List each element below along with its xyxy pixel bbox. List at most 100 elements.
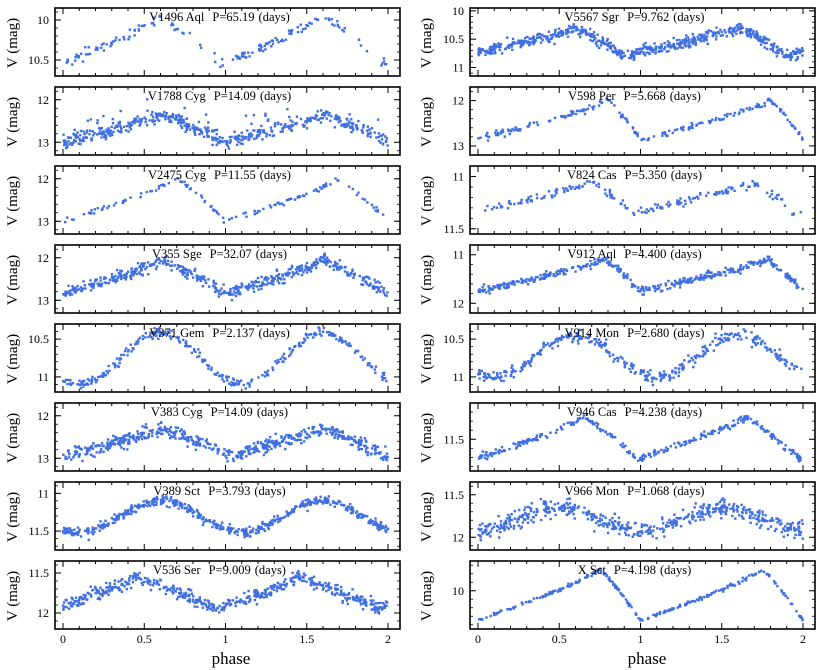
data-point <box>267 523 271 527</box>
data-point <box>185 345 189 348</box>
data-point <box>715 35 718 38</box>
data-point <box>687 128 691 131</box>
data-point <box>219 139 222 143</box>
data-point <box>213 607 216 611</box>
data-point <box>242 529 246 532</box>
data-point <box>122 514 125 518</box>
data-point <box>798 51 802 55</box>
data-point <box>241 284 244 287</box>
data-point <box>777 51 780 55</box>
data-point <box>169 425 173 429</box>
data-point <box>173 178 177 181</box>
data-point <box>179 595 182 598</box>
data-point <box>120 131 123 134</box>
data-point <box>788 54 792 57</box>
data-point <box>150 262 154 266</box>
data-point <box>697 197 700 200</box>
data-point <box>108 131 111 135</box>
data-point <box>619 202 622 206</box>
data-point <box>121 577 124 581</box>
data-point <box>633 130 636 134</box>
data-point <box>314 116 317 119</box>
data-point <box>265 279 269 282</box>
data-point <box>356 516 360 520</box>
data-point <box>669 46 672 49</box>
data-point <box>333 587 337 590</box>
data-point <box>271 368 275 372</box>
data-point <box>299 438 302 442</box>
data-point <box>342 592 346 595</box>
data-point <box>215 288 218 292</box>
data-point <box>344 340 347 343</box>
data-point <box>596 39 600 43</box>
data-point <box>687 126 691 129</box>
data-point <box>238 292 242 296</box>
data-point <box>248 448 251 451</box>
data-point <box>763 46 766 49</box>
data-point <box>777 48 781 51</box>
x-ticks-col0-row2 <box>62 166 389 234</box>
data-point <box>175 587 179 590</box>
data-point <box>330 332 333 335</box>
data-point <box>294 576 297 579</box>
data-point <box>349 443 352 446</box>
data-point <box>169 264 172 267</box>
data-point <box>719 34 723 37</box>
data-point <box>254 590 257 594</box>
data-point <box>237 292 240 295</box>
data-point <box>157 337 160 341</box>
data-point <box>225 291 229 295</box>
data-point <box>346 274 349 277</box>
data-point <box>316 110 319 113</box>
data-point <box>293 438 297 441</box>
data-point <box>148 580 151 583</box>
data-point <box>134 269 137 273</box>
data-point <box>548 40 551 44</box>
data-point <box>104 138 108 141</box>
data-point <box>324 182 328 185</box>
data-point <box>207 278 210 281</box>
data-point <box>324 112 327 115</box>
data-point <box>351 509 355 512</box>
data-point <box>123 349 127 353</box>
data-point <box>312 262 315 266</box>
data-point <box>105 281 108 285</box>
data-point <box>377 602 380 605</box>
data-point <box>681 39 684 42</box>
data-point <box>301 341 304 345</box>
data-point <box>165 505 169 508</box>
data-point <box>83 383 86 386</box>
data-point <box>84 46 87 49</box>
data-point <box>333 117 337 120</box>
data-point <box>588 27 592 31</box>
data-point <box>340 590 343 594</box>
data-point <box>571 30 574 33</box>
data-point <box>484 53 487 56</box>
data-point <box>249 132 253 135</box>
data-point <box>198 132 201 136</box>
data-point <box>164 428 167 431</box>
data-point <box>366 453 369 457</box>
data-point <box>229 139 232 142</box>
data-point <box>323 114 326 117</box>
data-point <box>265 372 269 375</box>
data-point <box>146 580 149 583</box>
data-point <box>320 427 324 431</box>
data-point <box>325 256 329 259</box>
data-point <box>648 47 651 50</box>
data-point <box>339 589 343 592</box>
data-point <box>208 604 211 608</box>
data-point <box>101 588 104 592</box>
data-point <box>385 136 389 140</box>
data-point <box>274 432 277 436</box>
data-point <box>195 435 198 438</box>
data-point <box>213 519 216 523</box>
data-point <box>382 60 386 63</box>
data-point <box>556 34 560 38</box>
data-point <box>217 295 220 298</box>
data-point <box>526 35 529 39</box>
data-point <box>186 440 189 443</box>
data-point <box>745 27 748 31</box>
data-point <box>125 583 129 586</box>
data-point <box>379 601 382 605</box>
